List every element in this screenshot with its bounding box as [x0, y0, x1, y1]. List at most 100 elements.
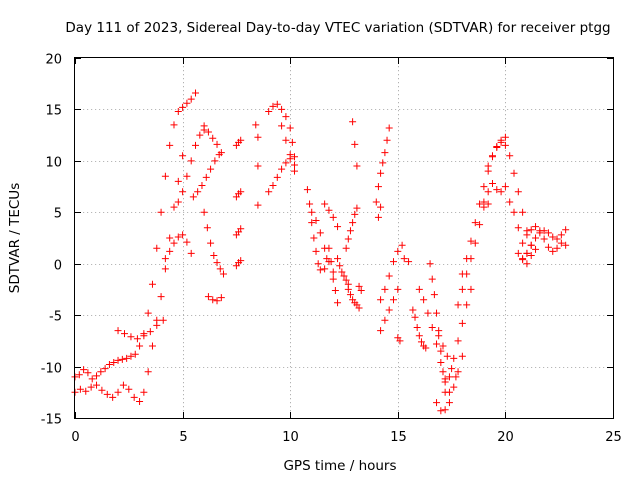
data-point — [454, 301, 462, 309]
data-point — [381, 316, 389, 324]
data-point — [441, 378, 449, 386]
data-point — [323, 255, 331, 263]
x-tick-label: 25 — [605, 430, 622, 445]
data-point — [344, 285, 352, 293]
data-point — [428, 323, 436, 331]
data-point — [282, 159, 290, 167]
y-tick-label: 15 — [45, 104, 62, 119]
data-point — [415, 285, 423, 293]
data-point — [385, 124, 393, 132]
data-point — [346, 291, 354, 299]
data-point — [353, 204, 361, 212]
data-point — [288, 138, 296, 146]
data-point — [381, 149, 389, 157]
data-point — [204, 128, 212, 136]
data-point — [484, 200, 492, 208]
data-point — [140, 388, 148, 396]
data-point — [210, 251, 218, 259]
data-point — [409, 306, 417, 314]
data-point — [198, 182, 206, 190]
data-point — [351, 210, 359, 218]
data-point — [346, 227, 354, 235]
data-point — [506, 198, 514, 206]
data-point — [506, 152, 514, 160]
data-point — [544, 229, 552, 237]
x-tick-label: 10 — [282, 430, 299, 445]
data-point — [131, 350, 139, 358]
data-point — [389, 258, 397, 266]
x-tick-label: 5 — [179, 430, 187, 445]
data-point — [510, 169, 518, 177]
data-point — [314, 260, 322, 268]
data-point — [334, 255, 342, 263]
data-point — [166, 141, 174, 149]
data-point — [200, 208, 208, 216]
data-point — [443, 352, 451, 360]
data-point — [437, 358, 445, 366]
data-point — [355, 282, 363, 290]
data-point — [454, 337, 462, 345]
data-point — [400, 255, 408, 263]
data-point — [458, 352, 466, 360]
data-point — [174, 198, 182, 206]
data-point — [415, 332, 423, 340]
data-point — [217, 294, 225, 302]
data-point — [130, 393, 138, 401]
data-point — [349, 118, 357, 126]
data-point — [237, 136, 245, 144]
data-point — [458, 319, 466, 327]
data-point — [179, 188, 187, 196]
data-point — [437, 347, 445, 355]
y-tick-label: -5 — [49, 310, 62, 325]
data-point — [467, 285, 475, 293]
data-point — [484, 162, 492, 170]
data-point — [553, 244, 561, 252]
data-point — [161, 172, 169, 180]
data-point — [374, 183, 382, 191]
data-point — [435, 332, 443, 340]
data-point — [536, 227, 544, 235]
data-point — [114, 388, 122, 396]
data-point — [119, 381, 127, 389]
x-axis-label: GPS time / hours — [283, 458, 396, 474]
data-point — [334, 299, 342, 307]
data-point — [405, 258, 413, 266]
data-point — [445, 373, 453, 381]
data-point — [213, 259, 221, 267]
data-point — [501, 133, 509, 141]
data-point — [82, 387, 90, 395]
data-point — [471, 239, 479, 247]
data-point — [450, 354, 458, 362]
data-point — [219, 270, 227, 278]
data-point — [170, 203, 178, 211]
data-point — [109, 393, 117, 401]
x-tick-label: 15 — [390, 430, 407, 445]
y-tick-label: 0 — [54, 259, 62, 274]
data-point — [174, 233, 182, 241]
data-point — [93, 372, 101, 380]
data-point — [329, 275, 337, 283]
data-point — [312, 217, 320, 225]
data-point — [286, 124, 294, 132]
plot-frame — [74, 57, 614, 419]
data-point — [265, 188, 273, 196]
data-point — [501, 141, 509, 149]
data-point — [433, 309, 441, 317]
data-point — [278, 122, 286, 130]
data-point — [411, 313, 419, 321]
data-point — [123, 354, 131, 362]
data-point — [467, 237, 475, 245]
data-point — [344, 235, 352, 243]
data-point — [430, 291, 438, 299]
data-point — [471, 219, 479, 227]
data-point — [497, 138, 505, 146]
data-point — [282, 136, 290, 144]
data-point — [161, 265, 169, 273]
data-point — [351, 140, 359, 148]
data-point — [254, 133, 262, 141]
data-point — [398, 241, 406, 249]
data-point — [357, 286, 365, 294]
data-point — [192, 141, 200, 149]
data-point — [562, 241, 570, 249]
data-point — [88, 375, 96, 383]
